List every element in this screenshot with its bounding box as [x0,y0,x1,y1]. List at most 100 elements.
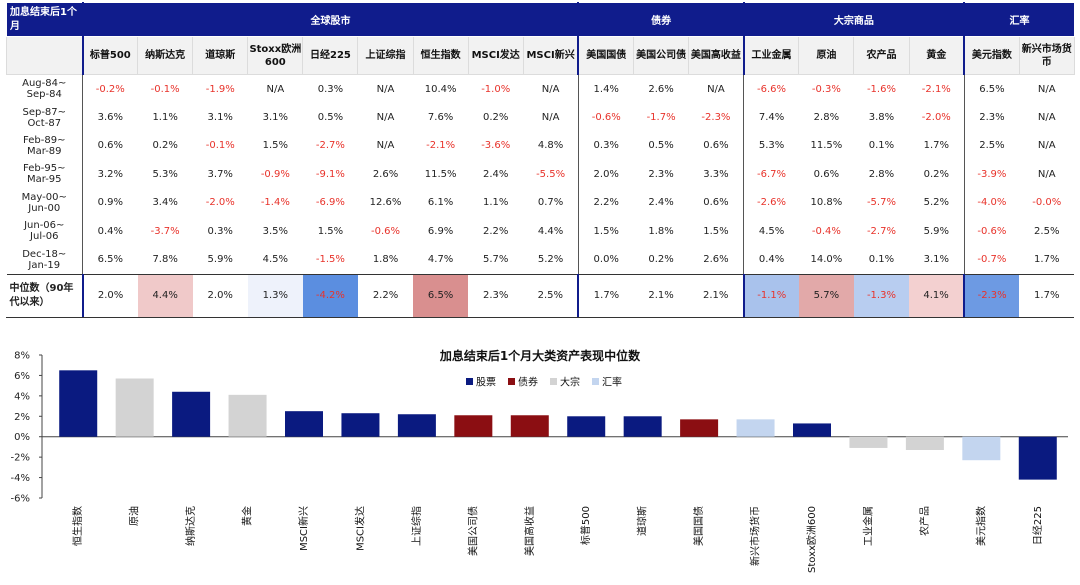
value-cell: 3.1% [207,112,233,124]
value-cell: 0.2% [648,254,674,266]
x-tick-label: 纳斯达克 [184,506,197,546]
value-cell: 4.4% [523,216,579,246]
median-row: 中位数（90年代以来） 2.0% 4.4% 2.0% 1.3% -4.2% 2.2% 6.5%… [6,273,1075,317]
value-cell: -1.9% [205,83,235,95]
legend-swatch [508,378,515,385]
value-cell: 1.1% [483,197,509,209]
bar [397,414,436,437]
value-cell: 5.7% [483,254,509,266]
period-cell: Feb-89~ Mar-89 [6,131,83,161]
chart-legend: 股票 债券 大宗 汇率 [466,376,622,389]
median-cell: 2.1% [633,273,689,317]
period-line: Jul-06 [30,231,59,243]
value-cell: -1.5% [315,254,345,266]
bar [680,419,719,437]
corner-label: 加息结束后1个月 [6,2,84,37]
legend-label: 股票 [476,377,496,389]
value-cell: 7.4% [758,112,785,124]
value-cell: 6.5% [97,254,123,266]
value-cell: N/A [1037,140,1056,152]
median-cell: 6.5% [413,273,469,317]
x-tick-label: MSCI发达 [353,506,366,551]
value-cell: 3.8% [868,112,895,124]
value-cell: -0.6% [977,225,1007,237]
period-cell: Sep-87~ Oct-87 [6,103,83,132]
value-cell: 2.6% [648,83,674,95]
period-line: Sep-87~ [22,106,67,118]
x-tick-label: 美国国债 [692,506,705,546]
value-cell: 2.2% [593,197,619,209]
value-cell: 3.7% [207,168,233,180]
x-tick-label: 道琼斯 [636,506,649,536]
value-cell: 10.4% [424,83,457,95]
value-cell: 10.8% [810,197,843,209]
y-tick-label: -2% [11,453,30,464]
value-cell: 1.5% [262,140,289,152]
period-line: Feb-89~ [23,134,66,146]
value-cell: 1.5% [317,225,344,237]
value-cell: 3.6% [97,112,123,124]
value-cell: 0.7% [523,188,579,217]
value-cell: -9.1% [315,168,345,180]
value-cell: -1.0% [481,83,511,95]
value-cell: 0.3% [593,140,619,152]
value-cell: N/A [266,83,285,95]
value-cell: 1.7% [1034,254,1060,266]
value-cell: 0.5% [317,112,344,124]
value-cell: -2.0% [205,197,235,209]
table-row: Dec-18~ Jan-19 6.5% 7.8% 5.9% 4.5% -1.5% 1.8% 4.… [6,245,1075,275]
value-cell: -5.5% [523,160,579,189]
value-cell: 3.4% [152,197,178,209]
value-cell: 2.4% [483,168,509,180]
value-cell: 0.2% [909,160,965,189]
value-cell: 0.6% [97,140,123,152]
value-cell: 12.6% [369,197,402,209]
value-cell: -0.6% [591,112,621,124]
value-cell: 3.5% [262,225,289,237]
value-cell: 0.1% [868,140,895,152]
median-cell: -1.1% [743,273,799,317]
bar [510,415,549,437]
value-cell: 6.9% [427,225,454,237]
period-line: Jan-19 [28,259,61,271]
bar [285,411,323,437]
period-line: Oct-87 [27,117,62,129]
value-cell: -2.6% [757,197,787,209]
median-cell: 5.7% [798,273,854,317]
median-cell: 2.2% [357,273,414,317]
column-header: 美国公司债 [633,36,690,75]
median-cell: 1.7% [1019,273,1075,317]
value-cell: 0.6% [813,168,840,180]
period-line: Jun-00 [28,202,61,214]
value-cell: 0.6% [688,188,745,217]
value-cell: N/A [376,83,395,95]
value-cell: 2.0% [593,168,619,180]
value-cell: 1.8% [648,225,674,237]
value-cell: -3.6% [481,140,511,152]
value-cell: 0.6% [688,131,745,161]
column-header: 上证综指 [357,36,414,75]
bar [736,419,775,437]
column-header: 道琼斯 [192,36,249,75]
column-header: 标普500 [81,36,139,75]
value-cell: 1.5% [593,225,619,237]
value-cell: 0.4% [97,225,123,237]
value-cell: 6.5% [979,83,1005,95]
bar [905,436,944,450]
median-cell: 2.5% [523,273,580,317]
period-line: Dec-18~ [22,248,67,260]
bar [849,436,888,448]
table-row: May-00~ Jun-00 0.9% 3.4% -2.0% -1.4% -6.9% 12.6… [6,188,1075,217]
period-line: Mar-89 [26,145,62,157]
column-header: 新兴市场货币 [1018,36,1075,75]
median-bar-chart: 加息结束后1个月大类资产表现中位数 股票 债券 大宗 汇率 8% 6% 4% 2% 0% -2%… [11,348,1068,573]
y-tick-label: -4% [11,473,30,484]
column-header: 日经225 [302,36,359,75]
value-cell: 2.3% [648,168,674,180]
x-tick-label: Stoxx欧洲600 [806,506,818,573]
value-cell: 0.1% [868,254,895,266]
value-cell: -0.1% [150,83,180,95]
value-cell: 0.0% [593,254,619,266]
value-cell: 5.2% [523,245,579,275]
value-cell: 2.4% [648,197,674,209]
